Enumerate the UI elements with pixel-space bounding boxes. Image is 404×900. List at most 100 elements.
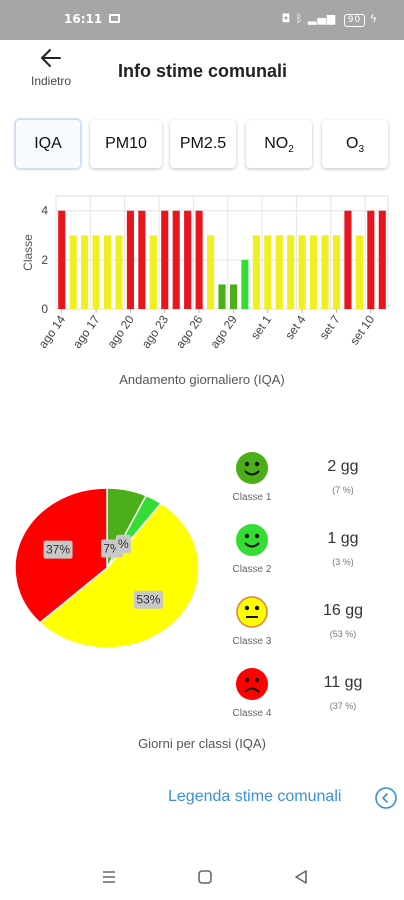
pie-chart-title: Giorni per classi (IQA) xyxy=(138,736,266,751)
legend-percent: (53 %) xyxy=(329,629,357,639)
back-button[interactable]: Indietro xyxy=(20,48,82,98)
pollutant-tabs: IQA PM10 PM2.5 NO2 O3 xyxy=(14,120,394,168)
legend-days: 11 gg xyxy=(323,674,363,691)
bar-ago-18 xyxy=(103,235,112,309)
legend-percent: (37 %) xyxy=(329,701,357,711)
x-tick-label: ago 17 xyxy=(70,312,103,350)
bar-set-7 xyxy=(332,235,341,309)
status-icons: ◘ ᛒ ▂▄▆ 90 ϟ xyxy=(282,12,378,27)
legend-row-class-2: Classe 2 1 gg (3 %) xyxy=(220,524,390,584)
tab-label: IQA xyxy=(34,135,62,152)
tab-subscript: 2 xyxy=(288,144,294,156)
daily-bar-chart: 0 2 4 Classe ago 14 ago 17 ago 20 ago 23 ago 26 a… xyxy=(18,188,398,403)
bar-ago-27 xyxy=(207,235,215,309)
app-bar: Indietro Info stime comunali xyxy=(0,40,404,102)
tab-label: NO xyxy=(264,135,289,152)
x-tick-label: ago 14 xyxy=(36,312,69,350)
x-tick-label: set 1 xyxy=(248,312,275,342)
pie-label-box xyxy=(43,540,73,559)
back-label: Indietro xyxy=(30,74,72,88)
status-bar: 16:11 ◘ ᛒ ▂▄▆ 90 ϟ xyxy=(0,0,404,40)
tab-label: PM10 xyxy=(105,135,147,152)
notification-icon xyxy=(109,14,120,23)
y-axis-label: Classe xyxy=(21,234,35,271)
bar-set-6 xyxy=(321,235,329,309)
vibrate-icon: ◘ xyxy=(281,12,292,25)
pie-slice-classe-3 xyxy=(38,502,200,649)
back-nav-icon[interactable] xyxy=(290,866,312,888)
tab-pm25[interactable]: PM2.5 xyxy=(170,120,236,168)
bar-set-5 xyxy=(310,235,318,309)
bar-ago-17 xyxy=(92,235,100,309)
chevron-left-circle-icon xyxy=(375,787,397,809)
neutral-face-icon xyxy=(236,596,268,628)
home-icon[interactable] xyxy=(194,866,216,888)
bar-ago-28 xyxy=(218,284,226,309)
pie-label-text: 37% xyxy=(46,543,70,557)
legend-link-label: Legenda stime comunali xyxy=(168,788,342,805)
bar-set-2 xyxy=(275,235,283,309)
tab-iqa[interactable]: IQA xyxy=(16,120,80,168)
tab-o3[interactable]: O3 xyxy=(322,120,388,168)
legend-class-label: Classe 3 xyxy=(232,636,272,647)
bar-set-3 xyxy=(287,235,295,309)
bar-set-8 xyxy=(344,210,352,309)
class-pie-chart: 7%% 53% 37% xyxy=(10,487,204,649)
legend-class-label: Classe 2 xyxy=(232,564,272,575)
bar-ago-19 xyxy=(115,235,123,309)
bar-ago-31 xyxy=(252,235,260,309)
bar-set-11 xyxy=(378,210,386,309)
bar-set-10 xyxy=(367,210,375,309)
page-title: Info stime comunali xyxy=(118,61,288,81)
legend-class-label: Classe 4 xyxy=(232,708,272,719)
y-tick-label: 0 xyxy=(41,302,48,316)
bar-chart-title: Andamento giornaliero (IQA) xyxy=(119,372,285,387)
menu-icon[interactable] xyxy=(98,866,120,888)
battery-level: 90 xyxy=(347,15,362,25)
happy-face-icon xyxy=(236,452,268,484)
bar-set-9 xyxy=(355,235,363,309)
legend-percent: (3 %) xyxy=(332,557,354,567)
y-tick-label: 2 xyxy=(41,253,48,267)
tab-label: O xyxy=(345,135,359,152)
legend-days: 1 gg xyxy=(327,530,359,547)
bar-ago-16 xyxy=(81,235,89,309)
battery-icon: 90 xyxy=(343,14,366,27)
bar-ago-21 xyxy=(138,210,146,309)
tab-no2[interactable]: NO2 xyxy=(246,120,312,168)
bar-ago-22 xyxy=(149,235,157,309)
legend-percent: (7 %) xyxy=(332,485,354,495)
sad-face-icon xyxy=(236,668,268,700)
pie-label-2: % xyxy=(115,534,131,553)
legend-row-class-4: Classe 4 11 gg (37 %) xyxy=(220,668,390,728)
x-tick-label: set 4 xyxy=(282,312,309,342)
legend-row-class-3: Classe 3 16 gg (53 %) xyxy=(220,596,390,656)
bar-ago-15 xyxy=(69,235,77,309)
legend-class-label: Classe 1 xyxy=(232,492,272,503)
tab-pm10[interactable]: PM10 xyxy=(90,120,162,168)
pie-label-box xyxy=(133,590,163,609)
bar-set-1 xyxy=(264,235,272,309)
bar-chart-svg: 0 2 4 Classe ago 14 ago 17 ago 20 ago 23 ago 26 a… xyxy=(21,195,389,351)
pie-label-3: 53% xyxy=(133,590,163,609)
x-tick-label: ago 23 xyxy=(139,312,172,350)
system-nav-bar xyxy=(0,854,404,900)
legend-days: 2 gg xyxy=(327,458,359,475)
legend-row-class-1: Classe 1 2 gg (7 %) xyxy=(220,452,390,512)
pie-label-text: % xyxy=(118,537,129,551)
pie-label-4: 37% xyxy=(43,540,73,559)
pie-label-text: 53% xyxy=(136,593,160,607)
bar-ago-23 xyxy=(161,210,169,309)
x-tick-label: ago 20 xyxy=(104,312,137,350)
x-tick-label: set 10 xyxy=(347,312,377,347)
legend-days: 16 gg xyxy=(322,602,364,619)
bar-ago-24 xyxy=(172,210,180,309)
legend-link[interactable]: Legenda stime comunali xyxy=(160,786,400,810)
status-time: 16:11 xyxy=(64,12,103,26)
bar-ago-20 xyxy=(126,210,134,309)
x-tick-label: set 7 xyxy=(317,312,344,342)
pie-label-box xyxy=(115,534,131,553)
y-tick-label: 4 xyxy=(41,204,48,218)
bar-ago-30 xyxy=(241,259,249,309)
pie-chart-svg: 7%%53%37% xyxy=(14,487,200,649)
